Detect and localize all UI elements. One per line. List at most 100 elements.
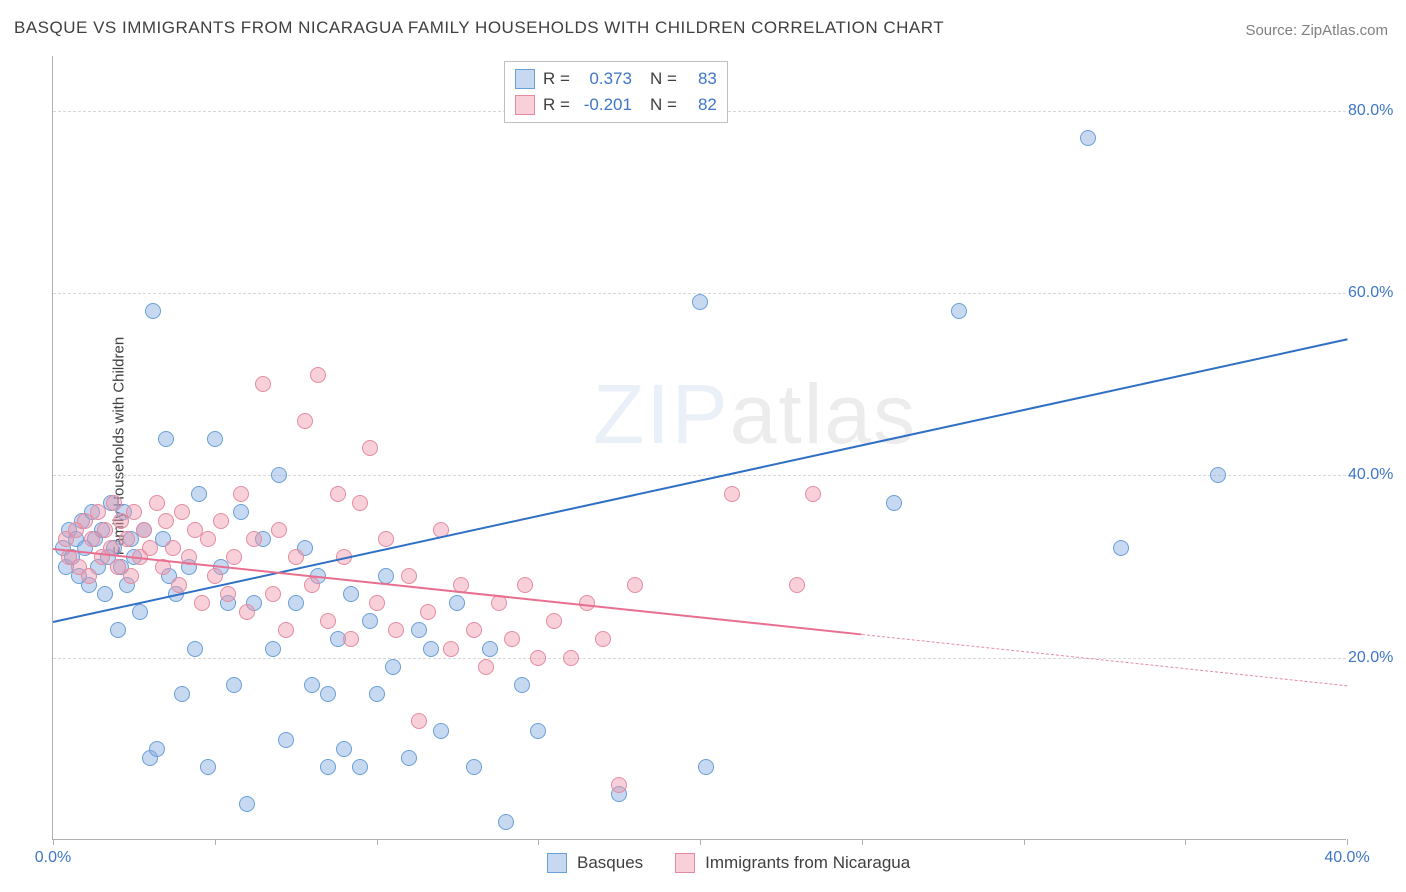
y-tick-label: 20.0% — [1348, 649, 1406, 667]
legend-bottom: BasquesImmigrants from Nicaragua — [547, 853, 932, 873]
x-tick-mark — [1024, 839, 1025, 845]
scatter-point-nicaragua — [611, 777, 627, 793]
trend-line — [53, 339, 1347, 624]
scatter-point-nicaragua — [378, 531, 394, 547]
scatter-point-nicaragua — [789, 577, 805, 593]
scatter-point-nicaragua — [595, 631, 611, 647]
scatter-point-nicaragua — [530, 650, 546, 666]
scatter-point-nicaragua — [226, 549, 242, 565]
scatter-point-nicaragua — [330, 486, 346, 502]
stats-R-label: R = — [543, 69, 570, 89]
scatter-point-nicaragua — [220, 586, 236, 602]
scatter-point-nicaragua — [165, 540, 181, 556]
scatter-point-nicaragua — [233, 486, 249, 502]
scatter-point-nicaragua — [158, 513, 174, 529]
stats-row-basques: R =0.373N =83 — [515, 66, 717, 92]
scatter-point-basques — [320, 759, 336, 775]
scatter-point-basques — [362, 613, 378, 629]
scatter-point-nicaragua — [174, 504, 190, 520]
x-tick-mark — [1347, 839, 1348, 845]
scatter-point-basques — [271, 467, 287, 483]
source-label: Source: ZipAtlas.com — [1245, 22, 1388, 39]
scatter-point-basques — [466, 759, 482, 775]
trend-line — [862, 634, 1347, 686]
scatter-point-nicaragua — [213, 513, 229, 529]
scatter-point-basques — [1080, 130, 1096, 146]
y-tick-label: 80.0% — [1348, 102, 1406, 120]
scatter-point-nicaragua — [142, 540, 158, 556]
scatter-point-nicaragua — [207, 568, 223, 584]
x-tick-mark — [377, 839, 378, 845]
scatter-point-nicaragua — [724, 486, 740, 502]
scatter-point-nicaragua — [136, 522, 152, 538]
scatter-point-basques — [158, 431, 174, 447]
scatter-point-basques — [514, 677, 530, 693]
scatter-point-nicaragua — [119, 531, 135, 547]
scatter-point-basques — [482, 641, 498, 657]
watermark: ZIPatlas — [593, 366, 917, 463]
x-tick-label: 0.0% — [35, 849, 71, 867]
scatter-point-nicaragua — [239, 604, 255, 620]
scatter-point-basques — [385, 659, 401, 675]
scatter-point-basques — [233, 504, 249, 520]
scatter-point-basques — [423, 641, 439, 657]
scatter-point-basques — [239, 796, 255, 812]
scatter-point-basques — [343, 586, 359, 602]
scatter-point-nicaragua — [478, 659, 494, 675]
scatter-point-basques — [320, 686, 336, 702]
scatter-point-nicaragua — [278, 622, 294, 638]
scatter-point-nicaragua — [81, 568, 97, 584]
scatter-point-nicaragua — [388, 622, 404, 638]
scatter-point-nicaragua — [320, 613, 336, 629]
stats-N-value: 82 — [685, 95, 717, 115]
x-tick-label: 40.0% — [1324, 849, 1369, 867]
scatter-point-basques — [132, 604, 148, 620]
gridline-h — [53, 658, 1346, 659]
stats-N-label: N = — [650, 69, 677, 89]
scatter-point-basques — [433, 723, 449, 739]
scatter-point-nicaragua — [194, 595, 210, 611]
x-tick-mark — [700, 839, 701, 845]
scatter-point-nicaragua — [466, 622, 482, 638]
scatter-point-nicaragua — [411, 713, 427, 729]
scatter-point-basques — [498, 814, 514, 830]
scatter-point-nicaragua — [265, 586, 281, 602]
stats-box: R =0.373N =83R =-0.201N =82 — [504, 61, 728, 123]
scatter-point-basques — [304, 677, 320, 693]
scatter-point-basques — [1113, 540, 1129, 556]
scatter-point-basques — [174, 686, 190, 702]
y-tick-label: 40.0% — [1348, 466, 1406, 484]
swatch-basques — [515, 69, 535, 89]
scatter-point-nicaragua — [369, 595, 385, 611]
scatter-point-basques — [886, 495, 902, 511]
plot-area: ZIPatlas 20.0%40.0%60.0%80.0%0.0%40.0%R … — [52, 56, 1346, 840]
scatter-point-nicaragua — [401, 568, 417, 584]
scatter-point-basques — [449, 595, 465, 611]
scatter-point-nicaragua — [343, 631, 359, 647]
legend-swatch-nicaragua — [675, 853, 695, 873]
x-tick-mark — [1185, 839, 1186, 845]
scatter-point-basques — [411, 622, 427, 638]
scatter-point-basques — [278, 732, 294, 748]
scatter-point-nicaragua — [563, 650, 579, 666]
scatter-point-basques — [265, 641, 281, 657]
gridline-h — [53, 475, 1346, 476]
scatter-point-nicaragua — [123, 568, 139, 584]
scatter-point-basques — [110, 622, 126, 638]
scatter-point-basques — [698, 759, 714, 775]
watermark-zip: ZIP — [593, 367, 730, 461]
scatter-point-nicaragua — [90, 504, 106, 520]
scatter-point-nicaragua — [246, 531, 262, 547]
scatter-point-nicaragua — [420, 604, 436, 620]
scatter-point-basques — [951, 303, 967, 319]
scatter-point-nicaragua — [288, 549, 304, 565]
x-tick-mark — [53, 839, 54, 845]
stats-row-nicaragua: R =-0.201N =82 — [515, 92, 717, 118]
scatter-point-basques — [288, 595, 304, 611]
legend-label-nicaragua: Immigrants from Nicaragua — [705, 853, 910, 873]
scatter-point-nicaragua — [443, 641, 459, 657]
scatter-point-basques — [200, 759, 216, 775]
scatter-point-nicaragua — [171, 577, 187, 593]
stats-N-value: 83 — [685, 69, 717, 89]
scatter-point-nicaragua — [106, 495, 122, 511]
